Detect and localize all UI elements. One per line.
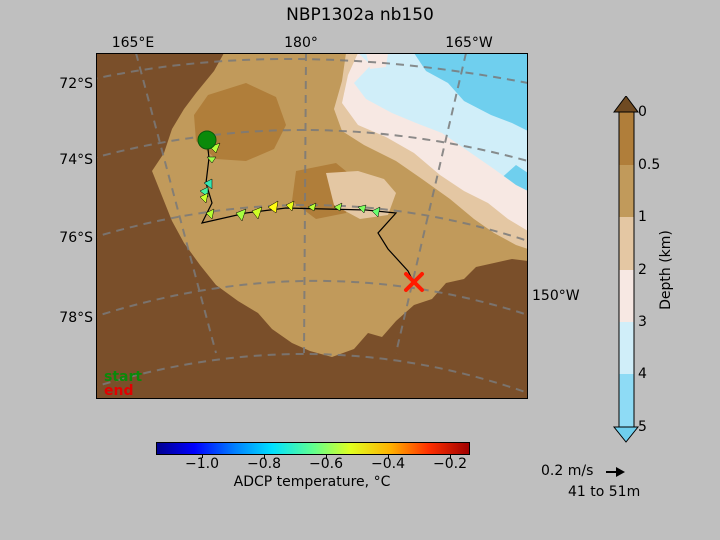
cruise-track <box>200 139 415 284</box>
quiver-key-depth-range: 41 to 51m <box>568 484 641 500</box>
start-marker <box>197 130 217 150</box>
colorbar-bottom-extend <box>612 426 640 443</box>
depth-tick-0.5: 0.5 <box>638 157 661 173</box>
depth-tick-2: 2 <box>638 262 647 278</box>
depth-tick-5: 5 <box>638 419 647 435</box>
temp-tick-3: −0.6 <box>309 456 343 472</box>
lat-label-78s: 78°S <box>59 310 93 326</box>
end-marker <box>404 272 424 292</box>
temp-tick-2: −0.8 <box>247 456 281 472</box>
temperature-colorbar-label: ADCP temperature, °C <box>233 474 391 490</box>
depth-band-3 <box>619 322 634 374</box>
depth-band-0 <box>619 112 634 165</box>
lon-label-180: 180° <box>284 35 318 51</box>
bathymetry-map: start end <box>96 53 528 399</box>
temperature-ticks <box>156 454 470 459</box>
temp-tick-5: −0.2 <box>433 456 467 472</box>
depth-tick-1: 1 <box>638 209 647 225</box>
depth-band-4 <box>619 374 634 427</box>
velocity-arrows <box>199 142 381 222</box>
depth-band-0.5 <box>619 165 634 217</box>
legend-start: start <box>104 369 142 385</box>
temp-tick-1: −1.0 <box>185 456 219 472</box>
temp-tick-4: −0.4 <box>371 456 405 472</box>
depth-tick-3: 3 <box>638 314 647 330</box>
depth-zone-0.5km <box>194 83 358 219</box>
lat-label-72s: 72°S <box>59 76 93 92</box>
map-frame <box>96 53 528 399</box>
depth-band-1 <box>619 217 634 270</box>
legend-end: end <box>104 383 133 399</box>
shallow-shelf <box>326 171 396 219</box>
ice-shelf-patches <box>344 53 388 103</box>
quiver-key-arrow-icon <box>606 467 625 477</box>
quiver-key-speed: 0.2 m/s <box>541 463 594 479</box>
map-title: NBP1302a nb150 <box>286 5 434 25</box>
lat-label-76s: 76°S <box>59 230 93 246</box>
lon-label-150w: 150°W <box>532 288 580 304</box>
depth-tick-4: 4 <box>638 366 647 382</box>
depth-band-2 <box>619 270 634 322</box>
lon-label-165e: 165°E <box>111 35 155 51</box>
depth-tick-0: 0 <box>638 104 647 120</box>
graticule <box>96 53 528 394</box>
depth-colorbar <box>612 96 640 443</box>
lon-label-165w: 165°W <box>445 35 493 51</box>
temperature-colorbar <box>156 442 470 455</box>
land <box>96 53 528 399</box>
depth-colorbar-label: Depth (km) <box>658 230 674 310</box>
lat-label-74s: 74°S <box>59 152 93 168</box>
colorbar-top-extend <box>613 96 639 113</box>
